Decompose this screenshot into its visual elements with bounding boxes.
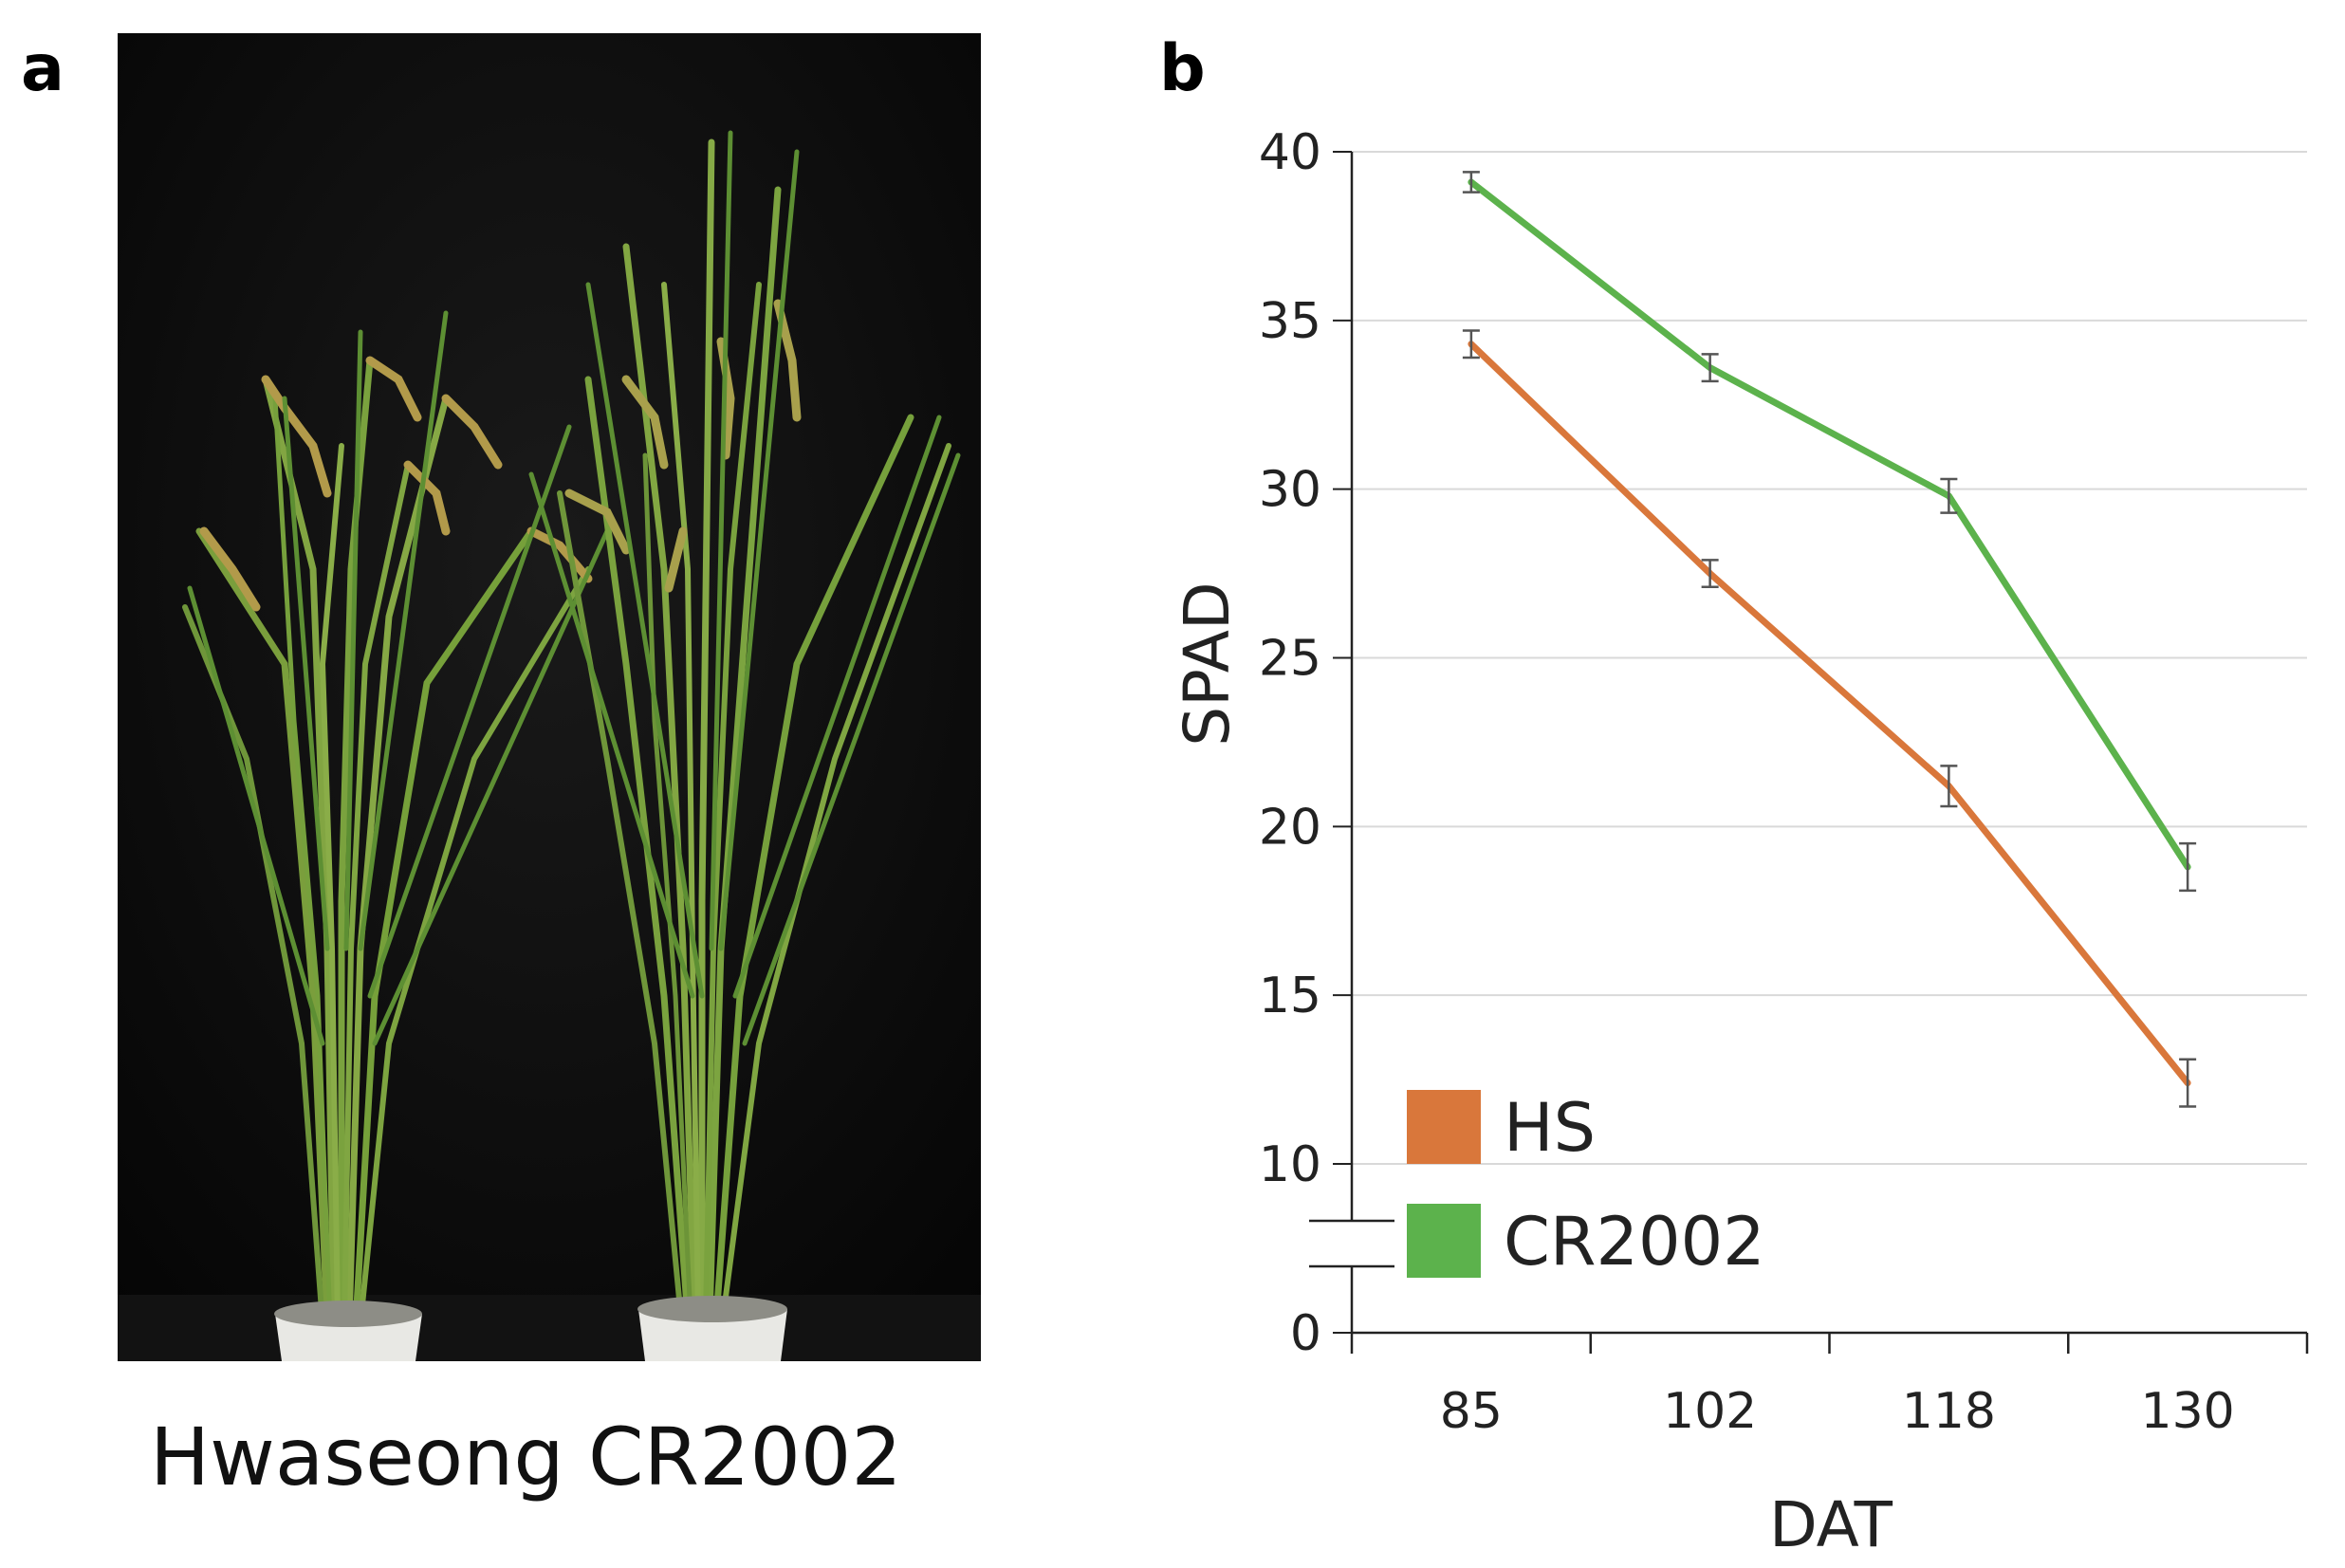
line-cr2002 bbox=[1468, 178, 2191, 871]
line-hs bbox=[1468, 341, 2191, 1087]
rice-plant-photo bbox=[118, 33, 981, 1361]
y-tick-label: 10 bbox=[1259, 1136, 1321, 1193]
hwaseong-pot bbox=[275, 1314, 422, 1361]
label-cr2002: CR2002 bbox=[588, 1411, 902, 1503]
photo-background bbox=[118, 33, 981, 1361]
y-tick-label: 40 bbox=[1259, 124, 1321, 181]
series-hs bbox=[1462, 329, 2197, 1108]
spad-line-chart: 0 10 15 20 25 30 35 40 85 102 118 130 SPAD DAT HS C… bbox=[1171, 124, 2309, 1561]
legend-swatch-cr2002 bbox=[1407, 1204, 1481, 1278]
x-tick-label-130: 130 bbox=[2140, 1383, 2234, 1440]
axes bbox=[1309, 151, 2309, 1354]
y-tick-label: 20 bbox=[1259, 799, 1321, 856]
photo-floor bbox=[118, 1295, 981, 1361]
panel-b: b 0 10 15 20 25 30 35 40 85 102 118 130 SPAD DAT H… bbox=[1159, 31, 2309, 1561]
panel-b-letter: b bbox=[1159, 31, 1206, 106]
x-tick-label-102: 102 bbox=[1663, 1383, 1757, 1440]
y-tick-label: 15 bbox=[1259, 968, 1321, 1024]
x-axis-title: DAT bbox=[1769, 1488, 1893, 1561]
cr2002-pot bbox=[638, 1309, 787, 1361]
legend: HS CR2002 bbox=[1407, 1089, 1765, 1281]
y-tick-labels: 0 10 15 20 25 30 35 40 bbox=[1259, 124, 1321, 1362]
y-tick-label: 25 bbox=[1259, 631, 1321, 688]
series-cr2002 bbox=[1462, 171, 2197, 893]
panel-a: a bbox=[21, 31, 981, 1503]
x-tick-label-85: 85 bbox=[1440, 1383, 1503, 1440]
x-tick-labels: 85 102 118 130 bbox=[1440, 1383, 2235, 1440]
y-tick-label: 0 bbox=[1290, 1305, 1321, 1362]
label-hwaseong: Hwaseong bbox=[150, 1411, 564, 1503]
y-tick-label: 35 bbox=[1259, 293, 1321, 350]
cr2002-plant bbox=[528, 130, 961, 1361]
panel-a-letter: a bbox=[21, 31, 65, 106]
x-tick-label-118: 118 bbox=[1902, 1383, 1996, 1440]
hwaseong-plant bbox=[182, 310, 610, 1361]
series bbox=[1462, 171, 2197, 1108]
legend-label-cr2002: CR2002 bbox=[1504, 1203, 1765, 1281]
y-axis-title: SPAD bbox=[1171, 581, 1244, 746]
grid-lines bbox=[1352, 151, 2307, 1165]
y-tick-label: 30 bbox=[1259, 462, 1321, 519]
legend-swatch-hs bbox=[1407, 1090, 1481, 1164]
legend-label-hs: HS bbox=[1504, 1089, 1596, 1167]
